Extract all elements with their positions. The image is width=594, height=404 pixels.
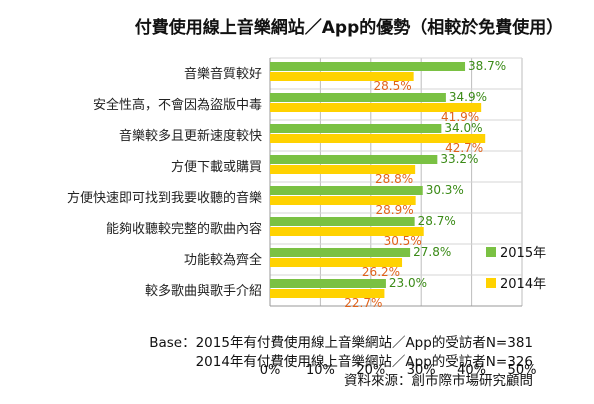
data-label-2014: 26.2%	[362, 265, 400, 279]
data-label-2015: 27.8%	[413, 245, 451, 259]
data-label-2014: 42.7%	[445, 141, 483, 155]
base-note-line2: 2014年有付費使用線上音樂網站／App的受訪者N=326	[196, 353, 533, 370]
legend-swatch-2015	[486, 247, 496, 257]
x-tick-label: 30%	[407, 363, 436, 378]
data-label-2015: 34.0%	[444, 121, 482, 135]
data-label-2015: 33.2%	[440, 152, 478, 166]
x-tick-label: 10%	[306, 363, 335, 378]
legend: 2015年 2014年	[486, 246, 546, 292]
bar-2015	[270, 248, 411, 257]
x-tick-label: 40%	[457, 363, 486, 378]
bar-2015	[270, 186, 423, 195]
bar-2014	[270, 258, 403, 267]
legend-label-2014: 2014年	[500, 277, 546, 292]
bar-2014	[270, 72, 414, 81]
data-label-2015: 28.7%	[418, 214, 456, 228]
bar-2015	[270, 217, 415, 226]
category-label: 音樂較多且更新速度較快	[119, 128, 262, 144]
data-label-2015: 30.3%	[426, 183, 464, 197]
bar-2015	[270, 155, 438, 164]
bar-2015	[270, 93, 446, 102]
data-label-2015: 34.9%	[449, 90, 487, 104]
data-label-2014: 22.7%	[344, 296, 382, 310]
category-label: 方便快速即可找到我要收聽的音樂	[67, 190, 262, 206]
base-note-line1: Base：2015年有付費使用線上音樂網站／App的受訪者N=381	[149, 334, 533, 351]
category-label: 音樂音質較好	[184, 66, 262, 82]
x-tick-label: 20%	[356, 363, 385, 378]
category-label: 功能較為齊全	[184, 252, 262, 268]
data-label-2015: 38.7%	[468, 59, 506, 73]
data-label-2014: 41.9%	[441, 110, 479, 124]
bar-2014	[270, 227, 424, 236]
legend-swatch-2014	[486, 278, 496, 288]
bar-2014	[270, 289, 385, 298]
source-note: 資料來源：創市際市場研究顧問	[344, 372, 533, 389]
bar-2015	[270, 124, 442, 133]
data-label-2014: 30.5%	[384, 234, 422, 248]
bar-2014	[270, 103, 482, 112]
plot-area: 0% 10% 20% 30% 40% 50% 音樂音質較好 38.7% 28.5% 安全性高，不會…	[67, 57, 537, 378]
x-tick-label: 0%	[260, 363, 281, 378]
x-tick-label: 50%	[508, 363, 537, 378]
category-label: 方便下載或購買	[171, 159, 262, 175]
data-label-2014: 28.5%	[374, 79, 412, 93]
bar-2015	[270, 279, 386, 288]
bar-2014	[270, 134, 486, 143]
category-label: 安全性高，不會因為盜版中毒	[93, 97, 262, 113]
category-label: 能夠收聽較完整的歌曲內容	[106, 221, 262, 237]
data-label-2015: 23.0%	[389, 276, 427, 290]
chart-title: 付費使用線上音樂網站／App的優勢（相較於免費使用）	[135, 17, 564, 38]
bar-2014	[270, 165, 416, 174]
data-label-2014: 28.8%	[375, 172, 413, 186]
bar-2015	[270, 62, 466, 71]
bar-2014	[270, 196, 416, 205]
data-label-2014: 28.9%	[376, 203, 414, 217]
category-label: 較多歌曲與歌手介紹	[145, 283, 262, 299]
legend-label-2015: 2015年	[500, 246, 546, 261]
